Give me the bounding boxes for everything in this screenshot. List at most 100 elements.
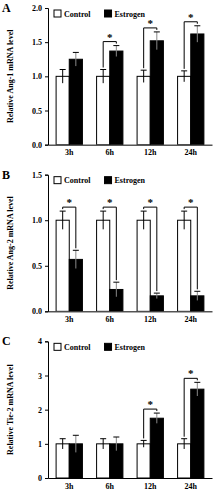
x-tick-label: 24h	[185, 315, 198, 324]
bar	[56, 220, 69, 311]
y-axis-title: Relative Tie-2 mRNA level	[6, 364, 15, 455]
error-bar-stem	[103, 439, 104, 449]
legend-item: Control	[54, 176, 91, 185]
error-bar-stem	[75, 250, 76, 268]
error-bar	[113, 46, 119, 57]
error-bar-stem	[184, 439, 185, 449]
y-tick-label: 1.0	[32, 216, 42, 225]
panel: 0.00.51.01.53h6h12h24hBRelative Ang-2 mR…	[2, 168, 213, 324]
error-bar-stem	[103, 70, 104, 84]
y-tick-label: 0.5	[32, 107, 42, 116]
error-bar-cap	[154, 413, 160, 414]
error-bar	[154, 293, 160, 298]
panel: 0.00.51.01.52.03h6h12h24hARelative Ang-1…	[2, 1, 213, 157]
error-bar	[154, 413, 160, 423]
error-bar	[73, 52, 79, 66]
significance-label: *	[107, 31, 113, 43]
figure: 0.00.51.01.52.03h6h12h24hARelative Ang-1…	[0, 0, 217, 500]
error-bar-stem	[62, 211, 63, 229]
error-bar-cap	[194, 291, 200, 292]
y-tick-label: 0.0	[32, 141, 42, 150]
bar	[137, 76, 150, 144]
legend-swatch	[105, 10, 112, 17]
y-tick: 0.5	[32, 107, 48, 116]
legend-swatch	[54, 177, 61, 184]
significance-label: *	[147, 196, 153, 208]
significance-bracket	[144, 207, 157, 291]
legend-label: Estrogen	[115, 10, 146, 19]
y-axis: 0.00.51.01.5	[32, 171, 49, 317]
error-bar	[141, 70, 147, 82]
legend-item: Estrogen	[105, 176, 146, 185]
x-tick-label: 24h	[185, 482, 198, 491]
x-tick-label: 24h	[185, 148, 198, 157]
x-tick: 3h	[65, 311, 74, 324]
legend-label: Control	[64, 10, 91, 19]
significance-bracket	[184, 207, 197, 289]
error-bar-cap	[181, 211, 187, 212]
significance-label: *	[147, 398, 153, 410]
legend: Control Estrogen	[54, 176, 146, 185]
y-tick-mark	[45, 266, 48, 267]
significance-label: *	[147, 17, 153, 29]
x-tick-label: 12h	[144, 482, 157, 491]
error-bar-cap	[73, 435, 79, 436]
significance-label: *	[67, 196, 73, 208]
bar	[191, 389, 204, 478]
bar	[56, 76, 69, 144]
bar	[150, 41, 163, 145]
y-tick-label: 1	[38, 440, 42, 449]
x-tick: 3h	[65, 145, 74, 158]
error-bar-cap	[113, 282, 119, 283]
y-tick-mark	[45, 478, 48, 479]
x-axis: 3h 6h 12h 24h	[49, 145, 213, 158]
x-tick: 24h	[185, 311, 198, 324]
y-axis: 0.00.51.01.52.0	[32, 4, 49, 150]
error-bar	[181, 439, 187, 449]
bar	[97, 220, 110, 311]
error-bar	[73, 250, 79, 268]
legend-label: Estrogen	[115, 176, 146, 185]
significance-label: *	[188, 367, 194, 379]
error-bar	[181, 211, 187, 229]
y-tick-label: 0.0	[32, 307, 42, 316]
error-bar-stem	[156, 293, 157, 298]
error-bar-cap	[194, 25, 200, 26]
legend-item: Control	[54, 10, 91, 19]
x-tick: 12h	[144, 145, 157, 158]
error-bar-cap	[100, 69, 106, 70]
x-tick-label: 12h	[144, 315, 157, 324]
bar	[191, 34, 204, 145]
x-tick: 12h	[144, 311, 157, 324]
y-tick-label: 2	[38, 406, 42, 415]
legend-swatch	[54, 343, 61, 350]
x-tick: 6h	[106, 311, 115, 324]
panel-title: A	[2, 1, 11, 15]
legend: ControlEstrogen	[54, 343, 146, 352]
panel-title: C	[2, 334, 11, 348]
error-bar	[113, 437, 119, 451]
y-tick-label: 2.0	[32, 4, 42, 13]
significance-bracket	[103, 207, 116, 280]
legend-label: Control	[64, 176, 91, 185]
legend-item: Estrogen	[105, 343, 146, 352]
y-tick-label: 3	[38, 372, 42, 381]
error-bar-cap	[141, 70, 147, 71]
bar	[178, 220, 191, 311]
legend-swatch	[105, 177, 112, 184]
error-bar-cap	[60, 69, 66, 70]
error-bar	[60, 439, 66, 449]
bar	[110, 51, 123, 145]
error-bar-cap	[100, 211, 106, 212]
error-bar-cap	[60, 211, 66, 212]
error-bar-stem	[197, 382, 198, 396]
y-tick: 0.0	[32, 307, 48, 316]
x-tick: 24h	[185, 478, 198, 491]
y-tick-label: 4	[38, 337, 42, 346]
y-tick: 0.0	[32, 141, 48, 150]
significance-bracket	[184, 378, 197, 436]
x-tick-label: 3h	[65, 315, 74, 324]
x-tick: 6h	[106, 145, 115, 158]
y-tick: 2	[38, 406, 48, 415]
y-tick-label: 0	[38, 474, 42, 483]
